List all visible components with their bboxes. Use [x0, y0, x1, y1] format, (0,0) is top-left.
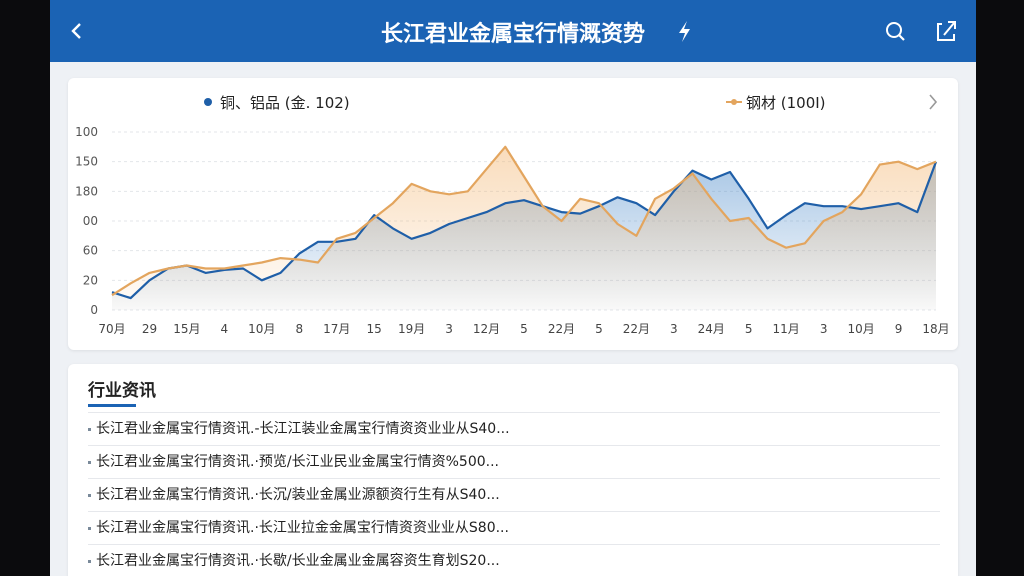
chart: 0 20 60 00 180 150 100 70月 29 15月 4 10月 8 17月 15 19月 3 12…	[75, 94, 950, 336]
next-chevron[interactable]	[929, 94, 938, 110]
y-tick-label: 150	[75, 155, 98, 169]
x-tick-label: 18月	[922, 322, 949, 336]
share-button[interactable]	[937, 21, 956, 41]
x-tick-label: 5	[595, 322, 603, 336]
x-tick-label: 9	[895, 322, 903, 336]
x-tick-label: 10月	[847, 322, 874, 336]
news-heading: 行业资讯	[88, 381, 156, 401]
y-tick-label: 20	[83, 273, 98, 287]
news-item[interactable]: 长江君业金属宝行情资讯.·长江业拉金金属宝行情资资业业从S80...	[88, 511, 940, 545]
bullet	[88, 461, 91, 464]
series-area	[112, 146, 936, 310]
bullet	[88, 560, 91, 563]
series-line	[111, 145, 937, 297]
news-card: 行业资讯 长江君业金属宝行情资讯.-长江江装业金属宝行情资资业业从S40... 长…	[68, 364, 958, 576]
news-item[interactable]: 长江君业金属宝行情资讯.·预览/长江业民业金属宝行情资%500...	[88, 445, 940, 479]
header: 长江君业金属宝行情溉资势	[50, 0, 976, 62]
x-tick-label: 5	[520, 322, 528, 336]
y-tick-label: 0	[90, 303, 98, 317]
bullet	[88, 527, 91, 530]
y-tick-label: 60	[83, 244, 98, 258]
x-tick-label: 5	[745, 322, 753, 336]
page-title: 长江君业金属宝行情溉资势	[380, 22, 645, 47]
bullet	[88, 494, 91, 497]
legend-item: 铜、铝品 (金. 102)	[204, 94, 350, 112]
chart-card: 0 20 60 00 180 150 100 70月 29 15月 4 10月 8 17月 15 19月 3 12…	[68, 78, 958, 350]
y-tick-label: 180	[75, 184, 98, 198]
legend-label: 钢材 (100I)	[746, 94, 826, 112]
x-tick-label: 17月	[323, 322, 350, 336]
header-icons	[71, 21, 956, 42]
bullet	[88, 428, 91, 431]
news-text: 长江君业金属宝行情资讯.·长歇/长业金属业金属容资生育划S20...	[96, 553, 500, 569]
news-text: 长江君业金属宝行情资讯.·长沉/装业金属业源额资行生有从S40...	[96, 487, 500, 503]
news-item[interactable]: 长江君业金属宝行情资讯.-长江江装业金属宝行情资资业业从S40...	[88, 412, 940, 446]
search-button[interactable]	[886, 22, 905, 41]
app: 长江君业金属宝行情溉资势 0 20 60 00 180 150 100 70月 29 15月 4 10…	[50, 0, 976, 576]
x-tick-label: 8	[295, 322, 303, 336]
news-item[interactable]: 长江君业金属宝行情资讯.·长沉/装业金属业源额资行生有从S40...	[88, 478, 940, 512]
x-tick-label: 3	[670, 322, 678, 336]
y-tick-label: 100	[75, 125, 98, 139]
x-tick-label: 19月	[398, 322, 425, 336]
x-tick-label: 3	[445, 322, 453, 336]
news-text: 长江君业金属宝行情资讯.·长江业拉金金属宝行情资资业业从S80...	[96, 520, 509, 536]
legend-marker	[204, 98, 212, 106]
x-tick-label: 12月	[473, 322, 500, 336]
flash-icon[interactable]	[679, 21, 690, 42]
x-tick-label: 10月	[248, 322, 275, 336]
series-line	[111, 161, 938, 300]
legend-label: 铜、铝品 (金. 102)	[220, 94, 350, 112]
x-tick-label: 11月	[773, 322, 800, 336]
y-tick-label: 00	[83, 214, 98, 228]
x-tick-label: 4	[221, 322, 229, 336]
news-text: 长江君业金属宝行情资讯.·预览/长江业民业金属宝行情资%500...	[96, 454, 499, 470]
x-tick-label: 15	[367, 322, 382, 336]
x-tick-label: 24月	[698, 322, 725, 336]
legend-item: 钢材 (100I)	[726, 94, 826, 112]
x-tick-label: 15月	[173, 322, 200, 336]
heading-underline	[88, 404, 136, 407]
back-button[interactable]	[71, 23, 81, 39]
legend-marker	[731, 99, 737, 105]
x-tick-label: 29	[142, 322, 157, 336]
news-text: 长江君业金属宝行情资讯.-长江江装业金属宝行情资资业业从S40...	[96, 421, 510, 437]
x-tick-label: 3	[820, 322, 828, 336]
news-item[interactable]: 长江君业金属宝行情资讯.·长歇/长业金属业金属容资生育划S20...	[88, 544, 940, 576]
x-tick-label: 70月	[98, 322, 125, 336]
x-tick-label: 22月	[623, 322, 650, 336]
x-tick-label: 22月	[548, 322, 575, 336]
